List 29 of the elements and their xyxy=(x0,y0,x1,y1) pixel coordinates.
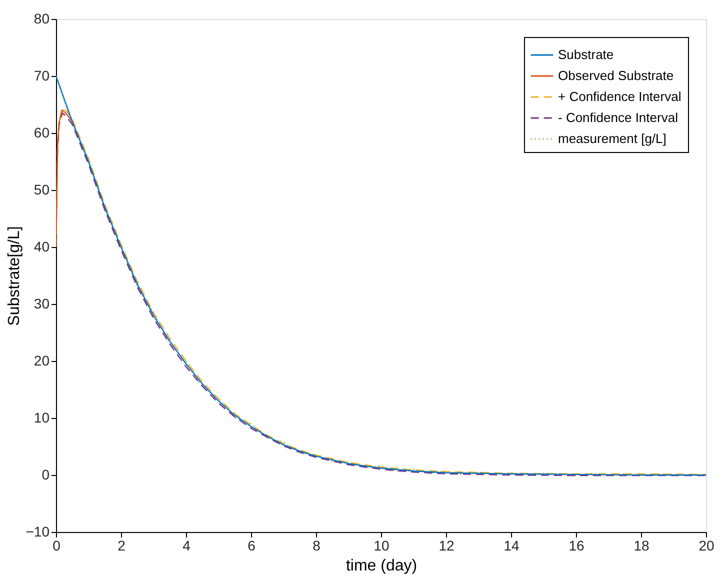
x-tick-label: 18 xyxy=(634,538,650,554)
x-axis-title: time (day) xyxy=(346,558,418,574)
x-tick-label: 16 xyxy=(568,538,584,554)
x-tick-label: 4 xyxy=(182,538,191,554)
x-tick-label: 0 xyxy=(52,538,61,554)
y-tick-label: 60 xyxy=(34,124,50,140)
y-tick-label: 10 xyxy=(34,410,50,426)
x-tick-label: 10 xyxy=(374,538,390,554)
y-tick-label: 50 xyxy=(34,182,50,198)
line-series xyxy=(56,110,73,248)
x-tick-label: 6 xyxy=(248,538,256,554)
legend-label: + Confidence Interval xyxy=(558,89,682,104)
x-tick-label: 14 xyxy=(504,538,520,554)
x-tick-label: 2 xyxy=(118,538,126,554)
x-tick-label: 8 xyxy=(312,538,321,554)
x-tick-label: 12 xyxy=(438,538,454,554)
y-tick-label: 20 xyxy=(34,352,50,368)
y-tick-label: −10 xyxy=(26,524,50,540)
y-tick-label: 70 xyxy=(34,68,50,84)
y-tick-label: 30 xyxy=(34,296,50,312)
y-tick-label: 40 xyxy=(34,238,50,254)
legend-label: Substrate xyxy=(558,47,614,62)
x-tick-label: 20 xyxy=(698,538,714,554)
legend-label: Observed Substrate xyxy=(558,68,674,83)
legend-label: - Confidence Interval xyxy=(558,110,678,125)
y-axis-title: Substrate[g/L] xyxy=(6,226,23,326)
y-tick-label: 80 xyxy=(34,10,50,26)
y-tick-label: 0 xyxy=(42,466,50,482)
legend-label: measurement [g/L] xyxy=(558,131,666,146)
